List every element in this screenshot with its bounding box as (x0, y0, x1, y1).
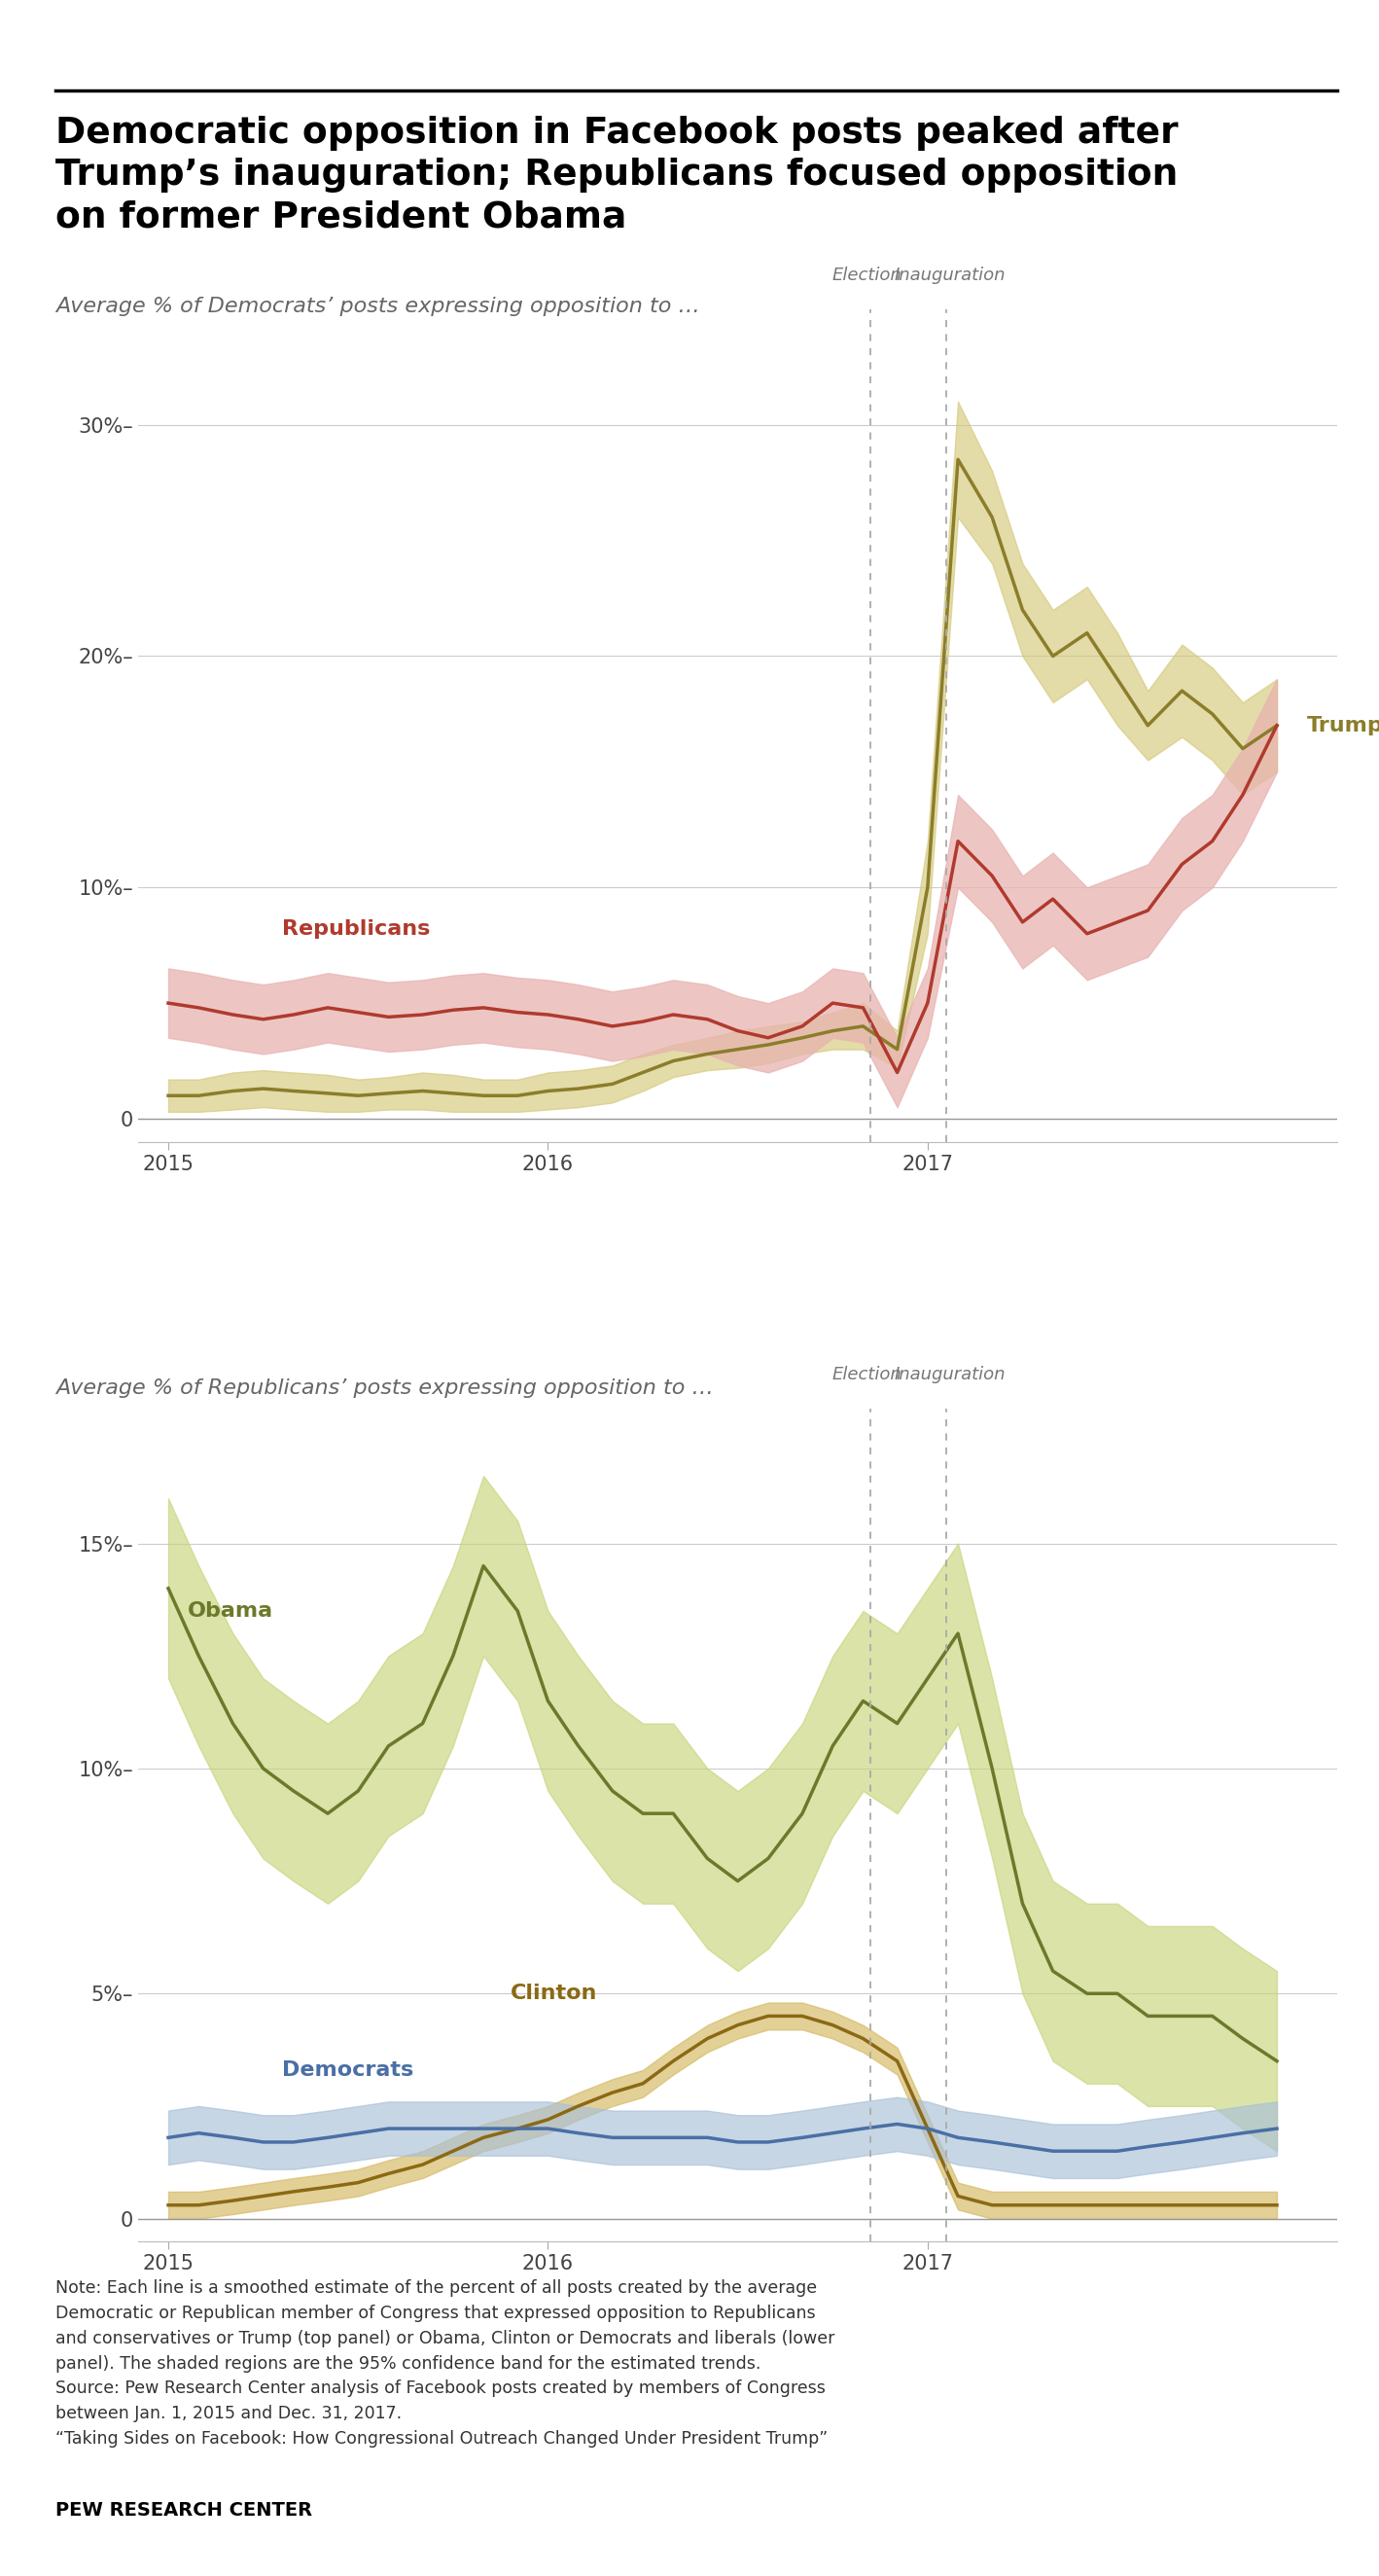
Text: Inauguration: Inauguration (895, 268, 1007, 283)
Text: Trump: Trump (1307, 716, 1379, 734)
Text: PEW RESEARCH CENTER: PEW RESEARCH CENTER (55, 2501, 312, 2519)
Text: Inauguration: Inauguration (895, 1365, 1007, 1383)
Text: Average % of Republicans’ posts expressing opposition to …: Average % of Republicans’ posts expressi… (55, 1378, 713, 1399)
Text: Republicans: Republicans (283, 920, 430, 938)
Text: Election: Election (832, 268, 902, 283)
Text: Democrats: Democrats (283, 2061, 414, 2079)
Text: Clinton: Clinton (510, 1984, 597, 2004)
Text: Note: Each line is a smoothed estimate of the percent of all posts created by th: Note: Each line is a smoothed estimate o… (55, 2280, 834, 2447)
Text: Average % of Democrats’ posts expressing opposition to …: Average % of Democrats’ posts expressing… (55, 296, 699, 317)
Text: Democratic opposition in Facebook posts peaked after
Trump’s inauguration; Repub: Democratic opposition in Facebook posts … (55, 116, 1178, 234)
Text: Obama: Obama (188, 1602, 273, 1620)
Text: Election: Election (832, 1365, 902, 1383)
